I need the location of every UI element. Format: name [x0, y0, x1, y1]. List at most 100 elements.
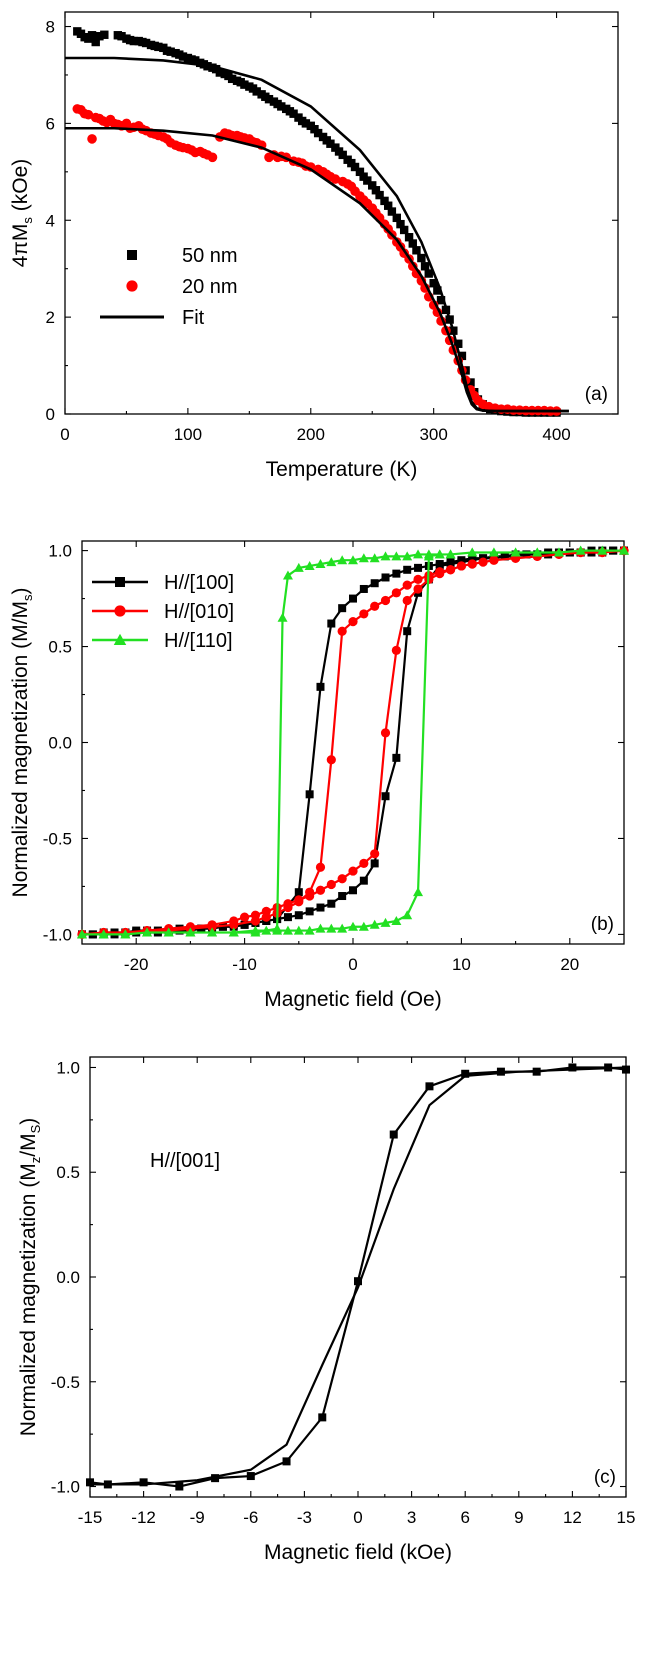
- data-point: [383, 201, 393, 210]
- series-line: [89, 1066, 627, 1488]
- x-tick-label: -9: [190, 1508, 205, 1527]
- x-axis-label: Magnetic field (kOe): [264, 1541, 452, 1564]
- legend: H//[100] H//[010] H//[110]: [92, 572, 234, 652]
- data-point: [100, 30, 109, 39]
- data-point: [350, 162, 360, 172]
- x-tick-label: 200: [297, 425, 325, 444]
- data-point: [392, 213, 401, 223]
- legend-marker: [114, 605, 126, 617]
- legend: 50 nm 20 nm Fit: [100, 245, 238, 329]
- data-point: [305, 790, 314, 799]
- data-point: [261, 925, 272, 935]
- data-point: [327, 619, 336, 628]
- data-point: [326, 879, 336, 890]
- panel-c-out-of-plane-chart: -15 -12 -9 -6 -3 0 3 6 9 12 15 -1.0 -0.5 0.0 0.5 1.0 Mag…: [17, 1056, 636, 1564]
- y-tick-label: 1.0: [48, 542, 72, 561]
- data-point: [622, 1065, 630, 1074]
- data-point: [368, 181, 377, 190]
- data-point: [91, 37, 100, 47]
- data-point: [420, 262, 430, 271]
- data-point: [380, 595, 391, 606]
- x-tick-label: 300: [419, 425, 447, 444]
- data-point: [445, 565, 456, 575]
- data-point: [425, 1082, 434, 1091]
- y-tick-label: -1.0: [51, 1478, 80, 1497]
- y-label-tail: (kOe): [9, 159, 32, 217]
- data-point: [359, 609, 369, 619]
- data-point: [240, 912, 250, 922]
- data-point: [315, 559, 326, 569]
- data-point: [429, 279, 438, 288]
- data-point: [337, 555, 348, 565]
- data-point: [363, 176, 372, 185]
- data-point: [282, 570, 293, 580]
- fit-curve: [65, 126, 569, 413]
- annotation-label: H//[001]: [150, 1150, 220, 1172]
- data-point: [391, 645, 401, 655]
- data-point: [354, 1277, 362, 1286]
- data-point: [282, 925, 293, 935]
- data-point: [412, 246, 421, 255]
- data-point: [349, 886, 357, 895]
- x-tick-label: 0: [353, 1508, 362, 1527]
- legend-marker: [127, 250, 137, 260]
- data-point: [305, 907, 314, 916]
- data-point: [392, 569, 401, 578]
- data-point: [433, 286, 442, 295]
- data-point: [413, 549, 424, 559]
- data-point: [337, 923, 348, 933]
- data-point: [380, 728, 391, 738]
- data-point: [185, 927, 196, 937]
- data-point: [289, 109, 298, 118]
- data-point: [141, 38, 151, 48]
- data-point: [500, 552, 509, 561]
- data-point: [294, 895, 304, 905]
- legend-label: H//[110]: [164, 630, 233, 652]
- series-curve-0: [86, 1063, 630, 1491]
- data-point: [488, 547, 499, 557]
- x-tick-label: 0: [348, 955, 357, 974]
- data-point: [413, 574, 423, 584]
- legend-label: H//[010]: [164, 601, 234, 623]
- data-point: [301, 119, 311, 128]
- data-point: [246, 1472, 255, 1481]
- data-point: [282, 1457, 291, 1466]
- data-point: [117, 32, 126, 41]
- x-tick-label: 100: [174, 425, 202, 444]
- data-point: [489, 555, 499, 565]
- x-tick-label: -10: [232, 955, 257, 974]
- x-axis-label: Temperature (K): [266, 458, 418, 481]
- data-point: [467, 547, 478, 557]
- legend-marker: [115, 577, 125, 587]
- data-point: [304, 560, 315, 570]
- data-point: [457, 351, 467, 361]
- data-point: [326, 755, 336, 765]
- data-point: [98, 929, 109, 939]
- legend-marker: [113, 633, 127, 645]
- data-point: [553, 547, 564, 557]
- legend-marker: [126, 280, 138, 292]
- y-tick-label: 0: [46, 405, 55, 424]
- data-point: [252, 87, 261, 96]
- data-point: [369, 919, 380, 929]
- data-point: [250, 925, 261, 935]
- panel-a-temperature-chart: 0 100 200 300 400 0 2 4 6 8 Temperature (K) 4πMs (k…: [9, 11, 619, 481]
- legend-label: 50 nm: [182, 245, 238, 267]
- y-label-subscript-2: S: [28, 1124, 43, 1133]
- data-point: [163, 927, 174, 937]
- data-point: [461, 1069, 470, 1078]
- x-tick-label: 15: [617, 1508, 636, 1527]
- data-point: [359, 876, 368, 885]
- data-point: [272, 925, 283, 935]
- data-point: [154, 42, 163, 52]
- y-label-main: 4πM: [9, 224, 32, 268]
- data-point: [326, 923, 337, 933]
- data-point: [293, 925, 304, 935]
- data-point: [414, 563, 423, 572]
- data-point: [435, 569, 445, 579]
- data-point: [381, 792, 390, 801]
- data-point: [316, 682, 325, 691]
- data-point: [349, 594, 357, 603]
- data-point: [229, 916, 239, 926]
- data-point: [380, 196, 389, 206]
